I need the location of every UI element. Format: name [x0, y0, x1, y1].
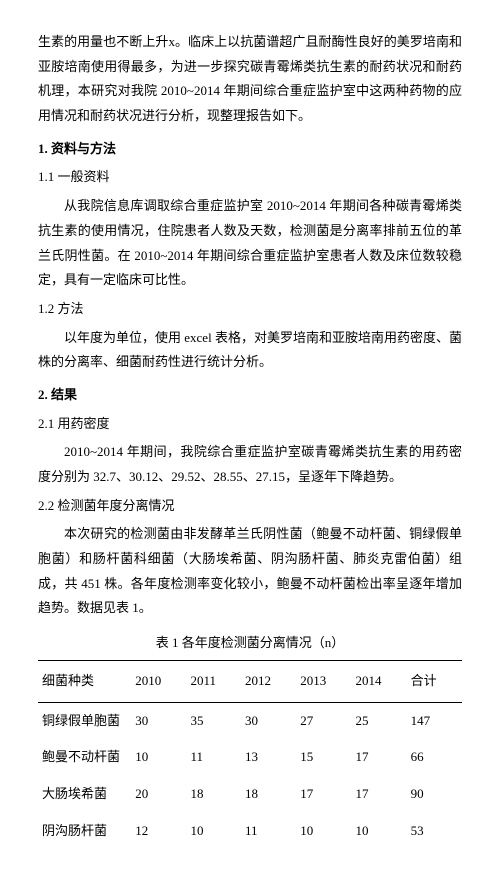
intro-paragraph: 生素的用量也不断上升x。临床上以抗菌谱超广且耐酶性良好的美罗培南和亚胺培南使用得… [38, 30, 462, 129]
table-cell: 阴沟肠杆菌 [38, 813, 131, 850]
table-cell: 18 [241, 776, 296, 813]
table-cell: 鲍曼不动杆菌 [38, 739, 131, 776]
table-cell: 30 [241, 702, 296, 739]
section-2-2-heading: 2.2 检测菌年度分离情况 [38, 494, 462, 519]
section-2-1-text: 2010~2014 年期间，我院综合重症监护室碳青霉烯类抗生素的用药密度分别为 … [38, 440, 462, 489]
table-cell: 11 [187, 739, 241, 776]
table-cell: 18 [187, 776, 241, 813]
table-col-2014: 2014 [351, 660, 406, 702]
table-row: 大肠埃希菌 20 18 18 17 17 90 [38, 776, 462, 813]
table-col-2010: 2010 [131, 660, 186, 702]
section-1-1-heading: 1.1 一般资料 [38, 165, 462, 190]
table-row: 铜绿假单胞菌 30 35 30 27 25 147 [38, 702, 462, 739]
table-cell: 10 [351, 813, 406, 850]
section-2-1-heading: 2.1 用药密度 [38, 412, 462, 437]
section-1-heading: 1. 资料与方法 [38, 137, 462, 162]
table-cell: 10 [296, 813, 351, 850]
table-cell: 12 [131, 813, 186, 850]
table-cell: 20 [131, 776, 186, 813]
table-cell: 27 [296, 702, 351, 739]
table-cell: 17 [351, 776, 406, 813]
table-cell: 10 [187, 813, 241, 850]
table-col-2012: 2012 [241, 660, 296, 702]
isolation-table: 细菌种类 2010 2011 2012 2013 2014 合计 铜绿假单胞菌 … [38, 660, 462, 849]
table-cell: 17 [351, 739, 406, 776]
section-1-1-text: 从我院信息库调取综合重症监护室 2010~2014 年期间各种碳青霉烯类抗生素的… [38, 194, 462, 293]
table-cell: 66 [407, 739, 462, 776]
table-cell: 90 [407, 776, 462, 813]
table-cell: 13 [241, 739, 296, 776]
table-col-species: 细菌种类 [38, 660, 131, 702]
table-cell: 53 [407, 813, 462, 850]
table-header-row: 细菌种类 2010 2011 2012 2013 2014 合计 [38, 660, 462, 702]
table-col-total: 合计 [407, 660, 462, 702]
section-2-heading: 2. 结果 [38, 383, 462, 408]
table-col-2011: 2011 [187, 660, 241, 702]
table-cell: 30 [131, 702, 186, 739]
section-1-2-text: 以年度为单位，使用 excel 表格，对美罗培南和亚胺培南用药密度、菌株的分离率… [38, 326, 462, 375]
table-cell: 15 [296, 739, 351, 776]
table-row: 鲍曼不动杆菌 10 11 13 15 17 66 [38, 739, 462, 776]
table-cell: 铜绿假单胞菌 [38, 702, 131, 739]
table-cell: 147 [407, 702, 462, 739]
table-caption: 表 1 各年度检测菌分离情况（n） [38, 631, 462, 656]
table-cell: 35 [187, 702, 241, 739]
section-2-2-text: 本次研究的检测菌由非发酵革兰氏阴性菌（鲍曼不动杆菌、铜绿假单胞菌）和肠杆菌科细菌… [38, 522, 462, 621]
table-cell: 10 [131, 739, 186, 776]
table-cell: 大肠埃希菌 [38, 776, 131, 813]
table-col-2013: 2013 [296, 660, 351, 702]
table-cell: 25 [351, 702, 406, 739]
table-cell: 17 [296, 776, 351, 813]
table-row: 阴沟肠杆菌 12 10 11 10 10 53 [38, 813, 462, 850]
section-1-2-heading: 1.2 方法 [38, 297, 462, 322]
table-cell: 11 [241, 813, 296, 850]
